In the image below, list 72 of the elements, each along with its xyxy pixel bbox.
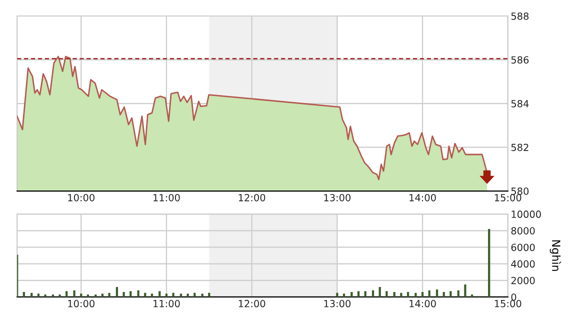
bar [457,290,460,297]
bar [450,291,452,297]
bar [406,292,410,297]
bar [350,292,353,297]
bar [150,294,154,297]
bar [22,292,25,297]
bar [52,294,54,297]
bar [364,291,366,297]
y-tick-label: 4000 [511,260,535,268]
bar [386,291,388,297]
y-tick-label: 582 [511,144,528,152]
bar [137,290,140,297]
x-tick-label: 14:00 [410,300,436,308]
bar [393,292,396,297]
bar [201,294,204,297]
bar [144,292,146,297]
y-tick-label: 586 [511,56,529,64]
bar [194,292,196,297]
bar [336,292,338,297]
x-tick-label: 11:00 [154,300,180,308]
bar [101,294,104,297]
x-tick-label: 15:00 [494,300,522,308]
bar [436,290,438,297]
bar [470,294,474,297]
x-tick-label: 13:00 [324,194,351,202]
x-tick-label: 12:00 [238,194,266,202]
x-tick-label: 14:00 [410,194,436,202]
bar [165,294,168,297]
bar [122,292,125,297]
bar [44,294,46,297]
bar [342,294,346,297]
y-tick-label: 0 [511,293,516,301]
y-tick-label: 8000 [511,227,535,234]
y-tick-label: 6000 [511,244,535,252]
x-tick-label: 13:00 [324,300,351,308]
y-tick-label: 2000 [511,276,535,284]
bar [94,294,97,297]
bar [158,291,161,297]
bar [378,287,381,297]
bar [464,284,466,297]
x-tick-label: 15:00 [494,194,522,202]
x-tick-label: 12:00 [238,300,266,308]
bar [372,290,374,297]
y-axis-title: Nghìn [550,240,562,271]
x-tick-label: 11:00 [154,194,180,202]
y-tick-label: 10000 [512,210,541,218]
bar [37,294,40,297]
y-tick-label: 588 [511,12,529,20]
bar [442,292,445,297]
bar [180,294,182,297]
bar [116,287,118,297]
bar [58,294,61,297]
bar [357,291,360,297]
bar [108,292,110,297]
bar [66,291,68,297]
bar [30,292,33,297]
y-tick-label: 584 [511,100,529,108]
bar [414,292,417,297]
bar [186,294,189,297]
bar [428,290,430,297]
bar [86,294,90,297]
bar [208,292,210,297]
bar [80,294,82,297]
bar [400,292,402,297]
bar [488,229,490,297]
x-tick-label: 10:00 [68,300,94,308]
x-tick-label: 10:00 [68,194,94,202]
bar [73,290,76,297]
bar [421,292,424,297]
y-tick-label: 580 [511,188,529,195]
bar [130,291,132,297]
bar [172,292,174,297]
